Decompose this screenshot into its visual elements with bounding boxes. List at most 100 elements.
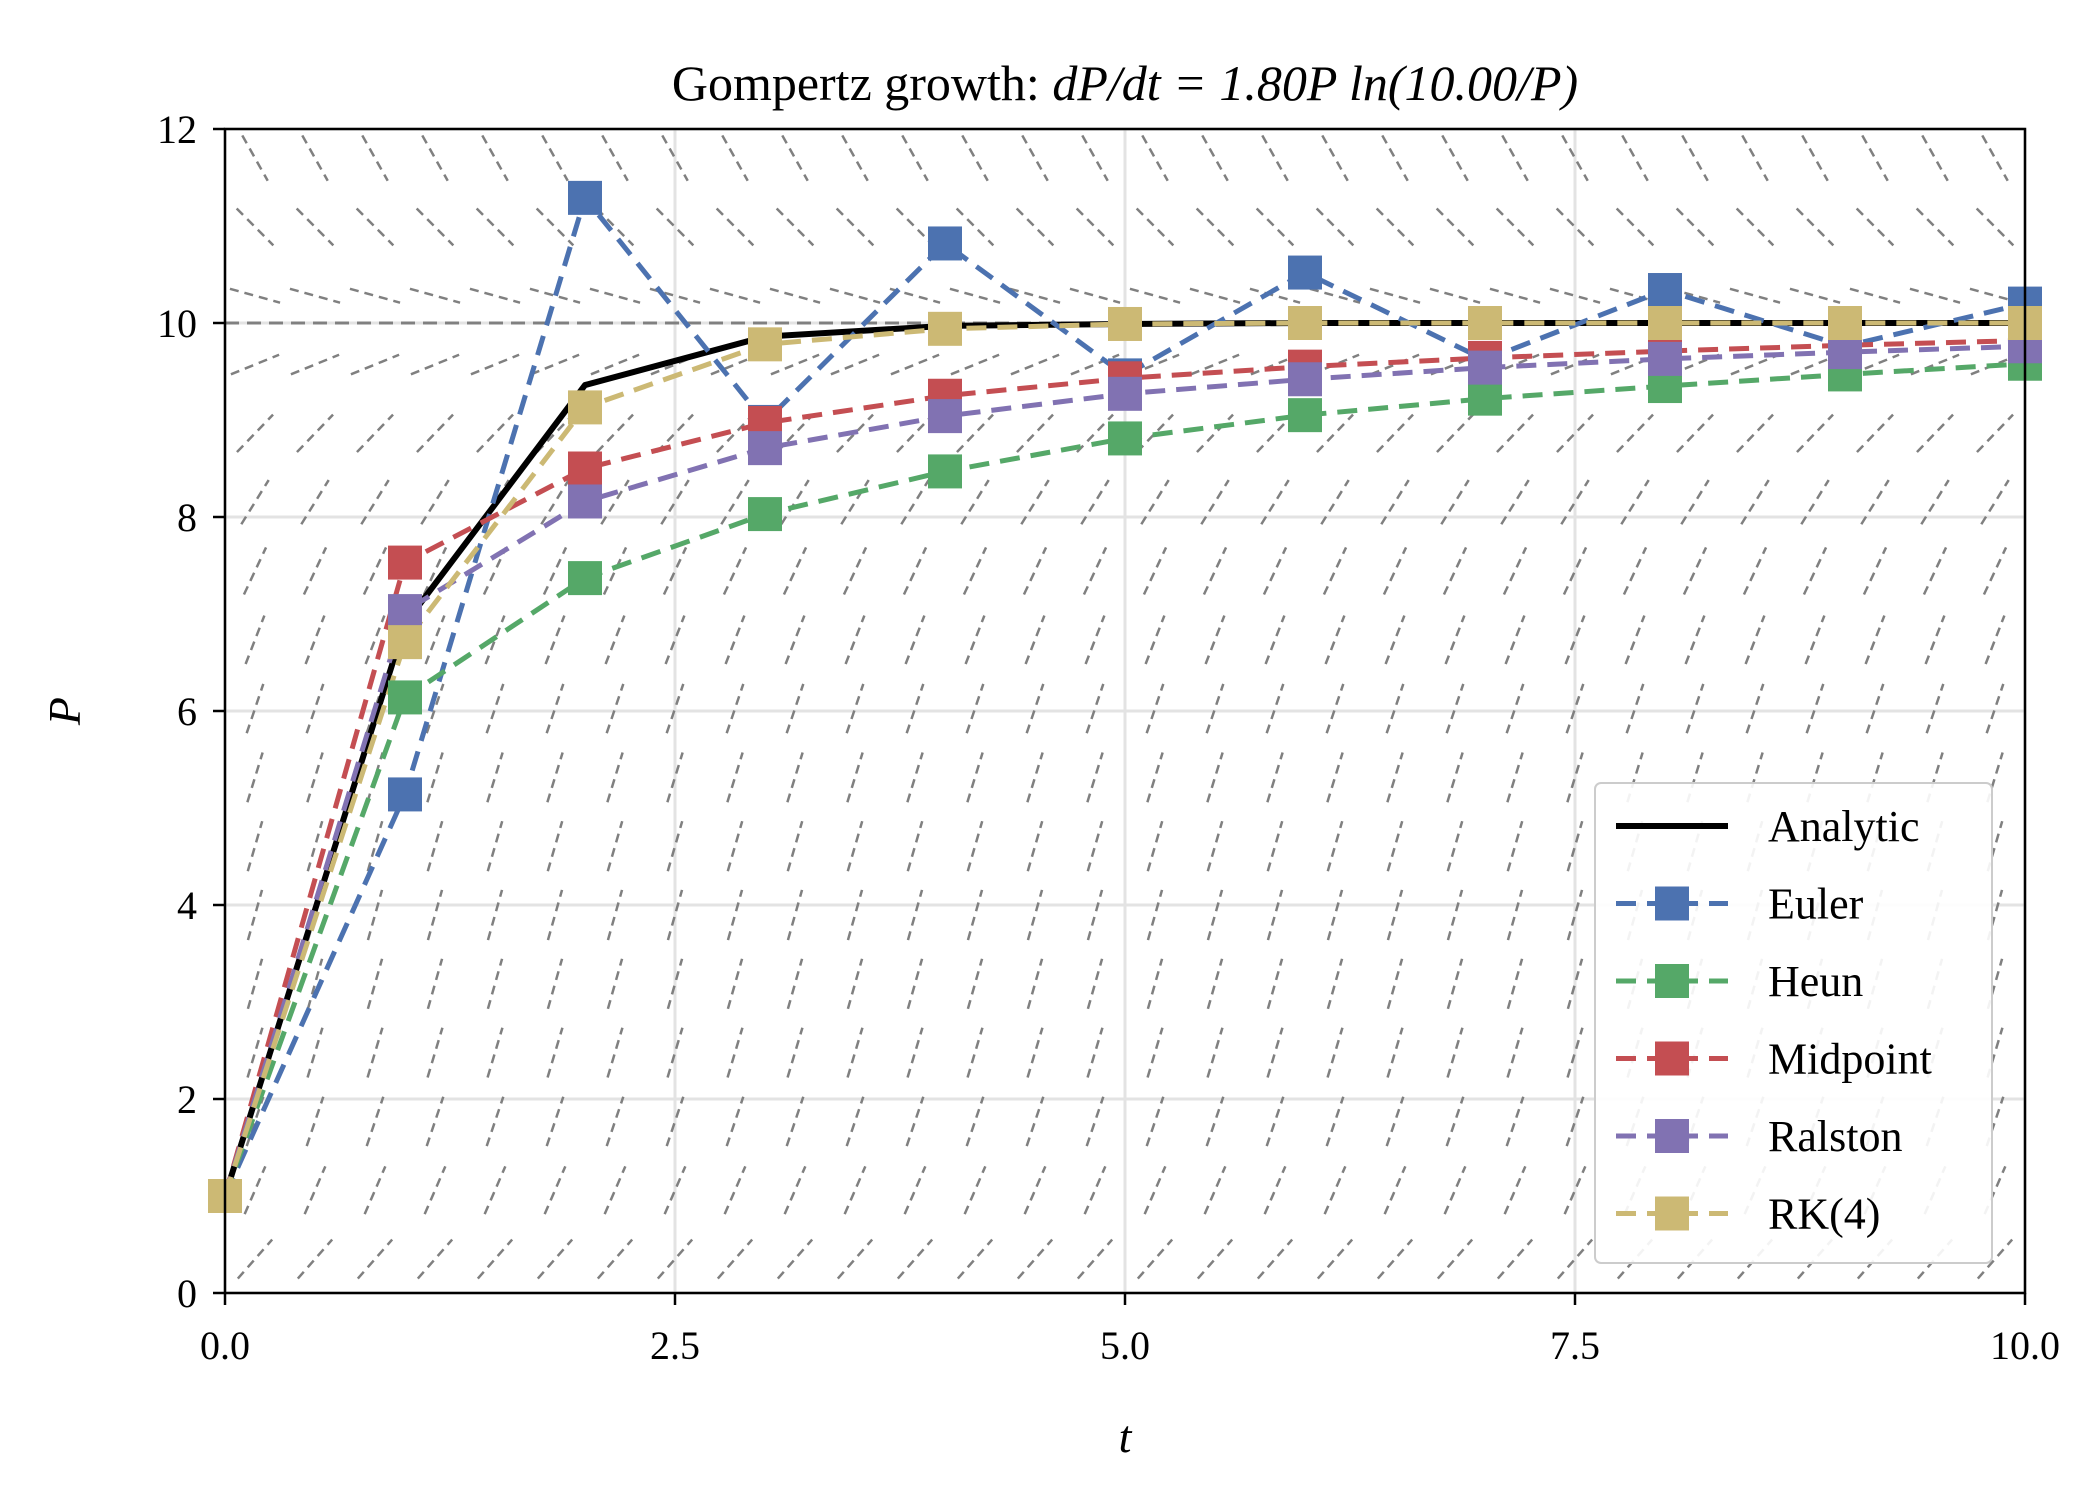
- slope-segment: [546, 752, 564, 803]
- slope-segment: [1436, 1238, 1474, 1280]
- slope-segment: [486, 889, 504, 941]
- slope-segment: [846, 889, 864, 941]
- slope-segment: [1495, 207, 1535, 247]
- slope-segment: [1386, 958, 1404, 1010]
- legend-label-rk-4: RK(4): [1768, 1190, 1880, 1239]
- slope-segment: [356, 413, 394, 453]
- slope-segment: [1616, 1238, 1654, 1280]
- slope-segment: [845, 1096, 865, 1147]
- slope-segment: [1616, 413, 1654, 453]
- slope-segment: [1136, 1238, 1174, 1280]
- slope-segment: [906, 958, 924, 1010]
- slope-segment: [780, 479, 810, 525]
- marker-heun: [1108, 421, 1142, 456]
- marker-rk-4: [748, 327, 782, 362]
- slope-segment: [1262, 546, 1288, 596]
- slope-segment: [1144, 615, 1166, 665]
- slope-segment: [1505, 683, 1525, 734]
- slope-segment: [1506, 958, 1524, 1010]
- slope-segment: [1263, 1165, 1287, 1215]
- y-tick-label: 2: [177, 1077, 197, 1122]
- slope-segment: [306, 820, 324, 872]
- slope-segment: [242, 546, 268, 596]
- slope-segment: [835, 207, 875, 247]
- slope-segment: [426, 889, 444, 941]
- slope-segment: [1729, 287, 1781, 304]
- slope-segment: [1023, 1165, 1047, 1215]
- slope-segment: [1565, 1096, 1585, 1147]
- slope-segment: [1681, 134, 1709, 182]
- marker-euler: [928, 226, 962, 261]
- slope-segment: [895, 207, 935, 247]
- slope-segment: [724, 615, 746, 665]
- slope-segment: [1984, 615, 2006, 665]
- slope-segment: [366, 1027, 384, 1078]
- slope-segment: [1076, 413, 1114, 453]
- slope-segment: [890, 353, 940, 376]
- slope-segment: [366, 752, 384, 803]
- y-tick-label: 4: [177, 883, 197, 928]
- slope-segment: [1745, 683, 1765, 734]
- slope-segment: [663, 1165, 687, 1215]
- y-axis-ticks: 0 2 4 6 8 10 12: [157, 107, 225, 1316]
- slope-field: [229, 134, 2021, 1280]
- slope-segment: [1446, 958, 1464, 1010]
- slope-segment: [1503, 1165, 1527, 1215]
- marker-euler: [388, 777, 422, 812]
- slope-segment: [1196, 1238, 1234, 1280]
- slope-segment: [1566, 1027, 1584, 1078]
- slope-segment: [949, 287, 1001, 304]
- slope-segment: [1206, 889, 1224, 941]
- slope-segment: [1320, 479, 1350, 525]
- slope-segment: [836, 1238, 874, 1280]
- slope-segment: [476, 413, 514, 453]
- slope-segment: [830, 353, 880, 376]
- slope-segment: [229, 287, 281, 304]
- slope-segment: [602, 546, 628, 596]
- slope-segment: [1920, 479, 1950, 525]
- slope-segment: [1080, 479, 1110, 525]
- slope-segment: [1204, 615, 1226, 665]
- marker-rk-4: [1108, 306, 1142, 341]
- slope-segment: [1489, 287, 1541, 304]
- slope-segment: [1326, 1027, 1344, 1078]
- slope-segment: [660, 479, 690, 525]
- slope-segment: [1680, 479, 1710, 525]
- slope-segment: [1256, 1238, 1294, 1280]
- slope-segment: [1261, 134, 1289, 182]
- slope-segment: [606, 752, 624, 803]
- legend-marker-ralston: [1655, 1119, 1689, 1153]
- slope-segment: [1562, 546, 1588, 596]
- slope-segment: [776, 1238, 814, 1280]
- slope-segment: [1315, 207, 1355, 247]
- slope-segment: [1141, 134, 1169, 182]
- slope-segment: [1796, 413, 1834, 453]
- slope-segment: [423, 1165, 447, 1215]
- slope-segment: [1086, 958, 1104, 1010]
- x-axis-ticks: 0.0 2.5 5.0 7.5 10.0: [200, 1293, 2060, 1368]
- slope-segment: [366, 958, 384, 1010]
- slope-segment: [1560, 479, 1590, 525]
- slope-segment: [661, 134, 689, 182]
- slope-segment: [366, 820, 384, 872]
- marker-euler: [1288, 255, 1322, 290]
- slope-segment: [786, 889, 804, 941]
- marker-ralston: [388, 594, 422, 629]
- slope-segment: [1566, 820, 1584, 872]
- slope-segment: [1266, 1027, 1284, 1078]
- slope-segment: [1084, 615, 1106, 665]
- legend: Analytic Euler Heun Midpoint Ralston RK(4): [1594, 782, 1993, 1264]
- slope-segment: [1805, 683, 1825, 734]
- y-tick-label: 0: [177, 1271, 197, 1316]
- slope-segment: [360, 479, 390, 525]
- slope-segment: [1206, 820, 1224, 872]
- slope-segment: [721, 134, 749, 182]
- slope-segment: [1505, 1096, 1525, 1147]
- slope-segment: [722, 546, 748, 596]
- slope-segment: [542, 546, 568, 596]
- slope-segment: [1910, 353, 1960, 376]
- slope-segment: [486, 752, 504, 803]
- slope-segment: [1609, 287, 1661, 304]
- slope-segment: [303, 1165, 327, 1215]
- slope-segment: [1026, 1027, 1044, 1078]
